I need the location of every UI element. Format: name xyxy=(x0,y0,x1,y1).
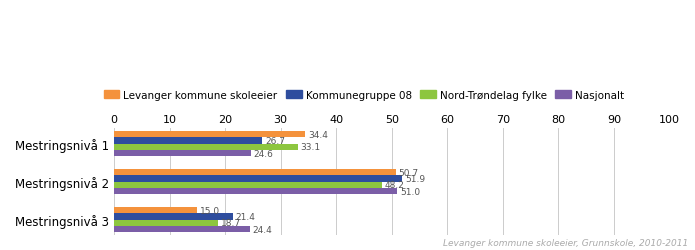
Bar xyxy=(114,188,398,194)
Text: 34.4: 34.4 xyxy=(308,130,328,139)
Bar xyxy=(114,220,218,226)
Text: 51.9: 51.9 xyxy=(405,174,425,183)
Bar xyxy=(114,170,395,176)
Text: 33.1: 33.1 xyxy=(301,143,321,152)
Bar xyxy=(114,182,382,188)
Bar xyxy=(114,214,233,220)
Bar xyxy=(114,150,251,156)
Bar xyxy=(114,132,305,138)
Text: 51.0: 51.0 xyxy=(400,187,420,196)
Text: 15.0: 15.0 xyxy=(200,206,220,215)
Text: 18.7: 18.7 xyxy=(220,218,240,228)
Legend: Levanger kommune skoleeier, Kommunegruppe 08, Nord-Trøndelag fylke, Nasjonalt: Levanger kommune skoleeier, Kommunegrupp… xyxy=(99,86,628,104)
Bar xyxy=(114,176,402,182)
Text: 24.6: 24.6 xyxy=(254,149,273,158)
Text: 26.7: 26.7 xyxy=(265,136,285,145)
Bar xyxy=(114,226,250,232)
Bar xyxy=(114,144,298,150)
Text: 48.2: 48.2 xyxy=(384,180,404,190)
Text: Levanger kommune skoleeier, Grunnskole, 2010-2011: Levanger kommune skoleeier, Grunnskole, … xyxy=(443,238,688,248)
Text: 50.7: 50.7 xyxy=(398,168,418,177)
Bar xyxy=(114,138,262,144)
Text: 24.4: 24.4 xyxy=(252,225,272,234)
Bar xyxy=(114,207,197,214)
Text: 21.4: 21.4 xyxy=(236,212,256,221)
